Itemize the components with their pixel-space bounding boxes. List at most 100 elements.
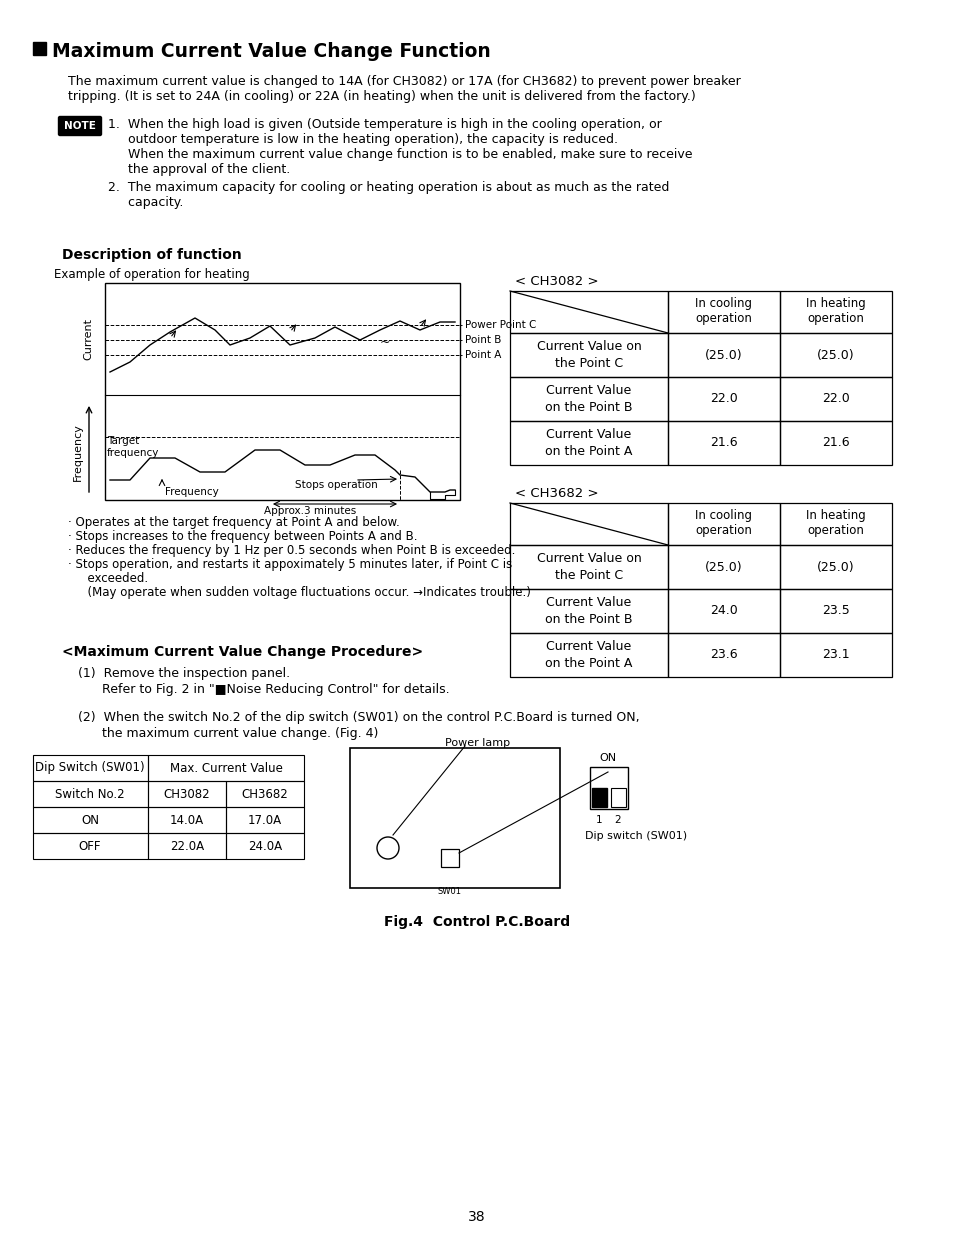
Bar — [33, 806, 148, 832]
Text: 38: 38 — [468, 1210, 485, 1224]
Text: 21.6: 21.6 — [709, 436, 737, 450]
Text: Fig.4  Control P.C.Board: Fig.4 Control P.C.Board — [383, 915, 570, 929]
Text: Stops operation: Stops operation — [294, 480, 377, 490]
Text: Point A: Point A — [464, 350, 501, 359]
Text: Frequency: Frequency — [165, 487, 218, 496]
Text: 23.6: 23.6 — [709, 648, 737, 662]
Text: 22.0: 22.0 — [709, 393, 737, 405]
Bar — [780, 589, 891, 634]
Bar — [510, 634, 667, 677]
Bar — [589, 767, 627, 809]
Text: OFF: OFF — [79, 840, 101, 852]
Text: Current Value
on the Point B: Current Value on the Point B — [545, 597, 632, 626]
Bar — [780, 545, 891, 589]
Text: 14.0A: 14.0A — [170, 814, 204, 826]
Text: Current Value on
the Point C: Current Value on the Point C — [536, 340, 640, 370]
Text: · Reduces the frequency by 1 Hz per 0.5 seconds when Point B is exceeded.: · Reduces the frequency by 1 Hz per 0.5 … — [68, 543, 515, 557]
Text: · Stops operation, and restarts it appoximately 5 minutes later, if Point C is: · Stops operation, and restarts it appox… — [68, 558, 512, 571]
Text: 22.0: 22.0 — [821, 393, 849, 405]
Bar — [667, 421, 780, 466]
Text: Switch No.2: Switch No.2 — [55, 788, 125, 800]
Text: Target
frequency: Target frequency — [107, 436, 159, 458]
Text: (1)  Remove the inspection panel.: (1) Remove the inspection panel. — [78, 667, 290, 680]
Bar — [510, 291, 667, 333]
Text: Dip Switch (SW01): Dip Switch (SW01) — [35, 762, 145, 774]
Bar — [667, 291, 780, 333]
Bar — [780, 503, 891, 545]
Text: (25.0): (25.0) — [817, 348, 854, 362]
Text: ~: ~ — [379, 336, 390, 348]
Bar — [33, 42, 46, 56]
Text: · Stops increases to the frequency between Points A and B.: · Stops increases to the frequency betwe… — [68, 530, 417, 543]
Text: Current: Current — [83, 317, 92, 359]
Text: In heating
operation: In heating operation — [805, 296, 865, 325]
Text: ON: ON — [598, 753, 616, 763]
Bar — [148, 781, 226, 806]
Text: exceeded.: exceeded. — [80, 572, 148, 585]
Bar — [780, 333, 891, 377]
Text: (2)  When the switch No.2 of the dip switch (SW01) on the control P.C.Board is t: (2) When the switch No.2 of the dip swit… — [78, 711, 639, 724]
Text: SW01: SW01 — [437, 887, 461, 897]
Text: 22.0A: 22.0A — [170, 840, 204, 852]
Bar — [667, 545, 780, 589]
Text: 1.  When the high load is given (Outside temperature is high in the cooling oper: 1. When the high load is given (Outside … — [108, 119, 661, 131]
Bar — [148, 832, 226, 860]
Bar — [510, 421, 667, 466]
Text: Description of function: Description of function — [62, 248, 241, 262]
Text: Power Point C: Power Point C — [464, 320, 536, 330]
Bar — [350, 748, 559, 888]
Bar — [780, 291, 891, 333]
Text: Dip switch (SW01): Dip switch (SW01) — [584, 831, 686, 841]
Bar — [667, 503, 780, 545]
Text: In heating
operation: In heating operation — [805, 509, 865, 537]
Text: Frequency: Frequency — [73, 424, 83, 480]
Bar — [667, 377, 780, 421]
Bar — [510, 333, 667, 377]
Bar — [510, 545, 667, 589]
Text: Power lamp: Power lamp — [444, 739, 510, 748]
Text: 23.1: 23.1 — [821, 648, 849, 662]
Bar — [33, 755, 148, 781]
Bar — [148, 755, 304, 781]
Bar — [33, 832, 148, 860]
Bar — [780, 634, 891, 677]
Text: 2.  The maximum capacity for cooling or heating operation is about as much as th: 2. The maximum capacity for cooling or h… — [108, 182, 669, 194]
Text: <Maximum Current Value Change Procedure>: <Maximum Current Value Change Procedure> — [62, 645, 423, 659]
Text: CH3082: CH3082 — [164, 788, 210, 800]
Text: Max. Current Value: Max. Current Value — [170, 762, 282, 774]
Text: 24.0: 24.0 — [709, 604, 737, 618]
Text: Example of operation for heating: Example of operation for heating — [54, 268, 250, 282]
Text: the approval of the client.: the approval of the client. — [108, 163, 290, 177]
Text: (25.0): (25.0) — [704, 561, 742, 573]
Bar — [510, 377, 667, 421]
Text: outdoor temperature is low in the heating operation), the capacity is reduced.: outdoor temperature is low in the heatin… — [108, 133, 618, 146]
Text: Current Value
on the Point A: Current Value on the Point A — [545, 429, 632, 458]
Text: < CH3082 >: < CH3082 > — [515, 275, 598, 288]
Text: (25.0): (25.0) — [704, 348, 742, 362]
Text: < CH3682 >: < CH3682 > — [515, 487, 598, 500]
Bar — [610, 788, 625, 806]
Text: When the maximum current value change function is to be enabled, make sure to re: When the maximum current value change fu… — [108, 148, 692, 161]
Bar — [226, 781, 304, 806]
Bar — [667, 333, 780, 377]
Bar — [667, 589, 780, 634]
Text: 24.0A: 24.0A — [248, 840, 282, 852]
Text: 1: 1 — [595, 815, 601, 825]
Bar — [440, 848, 458, 867]
Bar — [226, 832, 304, 860]
Text: · Operates at the target frequency at Point A and below.: · Operates at the target frequency at Po… — [68, 516, 399, 529]
Bar — [148, 806, 226, 832]
Text: Current Value on
the Point C: Current Value on the Point C — [536, 552, 640, 582]
Text: 21.6: 21.6 — [821, 436, 849, 450]
Text: 2: 2 — [614, 815, 620, 825]
Text: CH3682: CH3682 — [241, 788, 288, 800]
Bar — [667, 634, 780, 677]
Bar — [780, 377, 891, 421]
Text: Refer to Fig. 2 in "■Noise Reducing Control" for details.: Refer to Fig. 2 in "■Noise Reducing Cont… — [78, 683, 449, 697]
Text: ON: ON — [81, 814, 99, 826]
Text: Approx.3 minutes: Approx.3 minutes — [264, 506, 355, 516]
Text: capacity.: capacity. — [108, 196, 183, 209]
Text: The maximum current value is changed to 14A (for CH3082) or 17A (for CH3682) to : The maximum current value is changed to … — [68, 75, 740, 88]
Text: (May operate when sudden voltage fluctuations occur. →Indicates trouble.): (May operate when sudden voltage fluctua… — [80, 585, 530, 599]
Bar — [510, 589, 667, 634]
